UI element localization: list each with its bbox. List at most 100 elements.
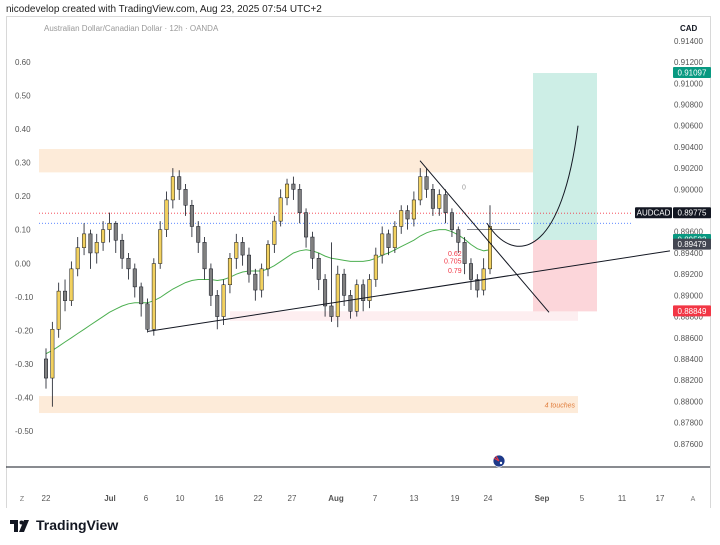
candle-body: [335, 273, 340, 317]
candle-body: [44, 358, 48, 379]
candle-body: [63, 290, 68, 301]
price-tick: 0.87600: [674, 440, 703, 449]
candle-body: [158, 229, 163, 264]
candle-body: [253, 273, 258, 291]
left-oscillator-axis: 0.60 0.50 0.40 0.30 0.20 0.10 0.00 -0.10 -0.20 -0…: [15, 58, 34, 436]
price-tick: 0.91000: [674, 79, 703, 88]
candle: [386, 229, 391, 256]
candle: [481, 258, 486, 296]
candle: [323, 274, 328, 317]
tradingview-logo[interactable]: TradingView: [10, 517, 118, 533]
candle-body: [297, 189, 302, 213]
price-tick: 0.88200: [674, 376, 703, 385]
fib-label: 0: [462, 184, 466, 191]
projection-curve[interactable]: [486, 125, 579, 247]
candle: [44, 348, 48, 389]
price-tick: 0.88600: [674, 334, 703, 343]
candle-body: [189, 204, 194, 227]
candle: [50, 321, 55, 407]
time-tick: 10: [176, 494, 185, 503]
australia-flag-icon[interactable]: [492, 454, 506, 468]
candle: [405, 205, 410, 230]
candle: [297, 184, 302, 224]
candle-body: [367, 279, 372, 301]
target-zone: [533, 73, 597, 241]
candle: [437, 189, 442, 216]
candle: [430, 184, 435, 216]
left-tick: 0.30: [15, 159, 31, 168]
candle: [215, 290, 220, 330]
candle-body: [437, 194, 442, 209]
credit-text: nicodevelop created with TradingView.com…: [6, 4, 322, 15]
tradingview-logo-icon: [10, 519, 30, 532]
candle-body: [88, 233, 93, 254]
candle-body: [246, 254, 251, 275]
time-tick: 7: [373, 494, 378, 503]
candle-body: [462, 242, 467, 264]
candle: [145, 298, 150, 333]
currency-label: CAD: [680, 24, 698, 33]
candle-body: [126, 258, 131, 270]
candle: [139, 282, 144, 317]
time-tick: 5: [580, 494, 585, 503]
time-tick: 17: [656, 494, 665, 503]
candle: [348, 290, 353, 319]
time-tick: 13: [410, 494, 419, 503]
candle-body: [278, 197, 283, 222]
rising-support-line: [147, 250, 671, 332]
candle: [113, 221, 118, 253]
candle-body: [443, 194, 448, 213]
time-axis[interactable]: 22 Jul 6 10 16 22 27 Aug 7 13 19 24 Sep 5 11 17 Z A: [20, 494, 696, 503]
price-tick: 0.87800: [674, 419, 703, 428]
candle-body: [342, 273, 347, 296]
candle: [208, 263, 213, 306]
price-tick: 0.90800: [674, 101, 703, 110]
candle: [278, 189, 283, 227]
candle-body: [291, 183, 296, 190]
left-tick: 0.20: [15, 192, 31, 201]
candle: [424, 168, 429, 198]
candle-body: [215, 295, 220, 317]
candle: [462, 237, 467, 275]
candle: [196, 221, 201, 253]
candle-body: [316, 258, 321, 280]
time-tick: Jul: [104, 494, 116, 503]
candle: [399, 205, 404, 234]
candle-body: [424, 176, 429, 190]
candle: [449, 208, 454, 238]
candle-body: [418, 176, 423, 201]
stop-zone: [533, 240, 597, 312]
candle: [392, 221, 397, 253]
price-tick: 0.90000: [674, 185, 703, 194]
price-label-box: [673, 207, 711, 219]
candle-body: [430, 189, 435, 209]
candle-body: [354, 284, 359, 312]
price-label-text: 0.89775: [678, 209, 707, 218]
price-label-text: AUDCAD: [637, 209, 671, 218]
candle-body: [266, 244, 270, 270]
candle: [120, 233, 125, 269]
candle-body: [183, 189, 188, 206]
candle-body: [227, 258, 232, 286]
symbol-title: Australian Dollar/Canadian Dollar · 12h …: [44, 24, 219, 33]
candle-body: [380, 233, 385, 256]
candle: [234, 233, 239, 269]
candle: [335, 265, 340, 328]
long-position-tool[interactable]: [533, 73, 597, 312]
candle: [56, 282, 61, 338]
candle: [316, 252, 321, 291]
candle-body: [132, 268, 137, 288]
left-tick: -0.30: [15, 360, 34, 369]
left-tick: -0.40: [15, 393, 34, 402]
candle-body: [208, 268, 213, 296]
candle-body: [468, 263, 473, 280]
trendlines-layer[interactable]: [147, 160, 671, 332]
candle-body: [373, 254, 378, 280]
candle-body: [361, 284, 366, 301]
time-tick: 19: [451, 494, 460, 503]
candle: [107, 212, 112, 243]
time-tick: Sep: [535, 494, 550, 503]
fib-label: 0.705: [444, 259, 462, 266]
price-tick: 0.89000: [674, 291, 703, 300]
